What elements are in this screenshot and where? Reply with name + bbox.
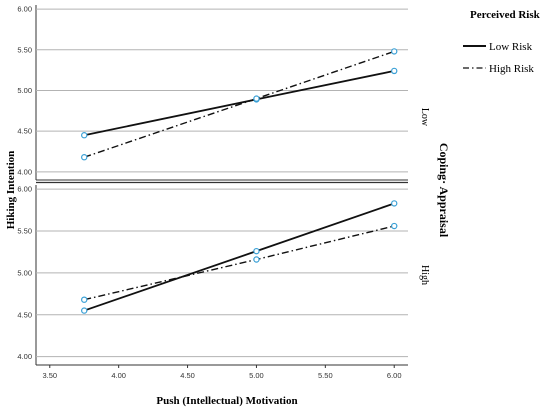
y-tick-label-low: 6.00 (17, 5, 32, 14)
legend-entry-low-risk: Low Risk (489, 41, 533, 53)
panel-group-label: Coping· Appraisal (437, 143, 451, 238)
data-point-low-low-risk (81, 132, 88, 139)
data-point-low-high-risk (253, 95, 260, 102)
series-line-low-low-risk (84, 70, 395, 137)
x-tick-label: 6.00 (387, 371, 402, 380)
y-tick-label-high: 4.00 (17, 352, 32, 361)
y-tick-label-low: 4.50 (17, 127, 32, 136)
x-tick-label: 5.50 (318, 371, 333, 380)
panel-label-high: High (419, 265, 430, 285)
y-tick-label-high: 6.00 (17, 185, 32, 194)
data-point-low-low-risk (391, 67, 398, 75)
legend-title: Perceived Risk (470, 9, 541, 21)
data-point-low-high-risk (391, 48, 398, 55)
x-tick-label: 5.00 (249, 371, 264, 380)
x-tick-label: 4.50 (180, 371, 195, 380)
panel-label-low: Low (419, 108, 430, 127)
data-point-high-low-risk (81, 307, 88, 314)
series-line-high-high-risk (84, 225, 395, 301)
x-axis-label: Push (Intellectual) Motivation (156, 395, 297, 407)
data-point-high-low-risk (253, 247, 260, 255)
legend: Perceived Risk Low Risk High Risk (463, 9, 541, 75)
data-point-high-high-risk (81, 296, 88, 303)
x-axis: 3.50 4.00 4.50 5.00 5.50 6.00 (42, 365, 402, 380)
y-tick-label-low: 5.00 (17, 86, 32, 95)
data-point-high-high-risk (391, 222, 398, 230)
data-point-high-low-risk (391, 200, 398, 207)
y-tick-label-high: 5.00 (17, 268, 32, 277)
series-line-high-low-risk (83, 202, 395, 312)
y-axis-label: Hiking Intention (5, 151, 17, 230)
data-point-high-high-risk (253, 256, 260, 263)
x-tick-label: 3.50 (42, 371, 57, 380)
legend-entry-high-risk: High Risk (489, 63, 534, 75)
y-tick-label-high: 4.50 (17, 310, 32, 319)
y-tick-label-high: 5.50 (17, 227, 32, 236)
y-tick-label-low: 5.50 (17, 45, 32, 54)
x-tick-label: 4.00 (111, 371, 126, 380)
plot-area: 4.00 4.50 5.00 5.50 6.00 4.00 4.50 5.00 5.50 6.00 (17, 5, 408, 366)
data-point-low-high-risk (81, 154, 88, 161)
series-line-low-high-risk (83, 50, 395, 158)
y-tick-label-low: 4.00 (17, 167, 32, 176)
